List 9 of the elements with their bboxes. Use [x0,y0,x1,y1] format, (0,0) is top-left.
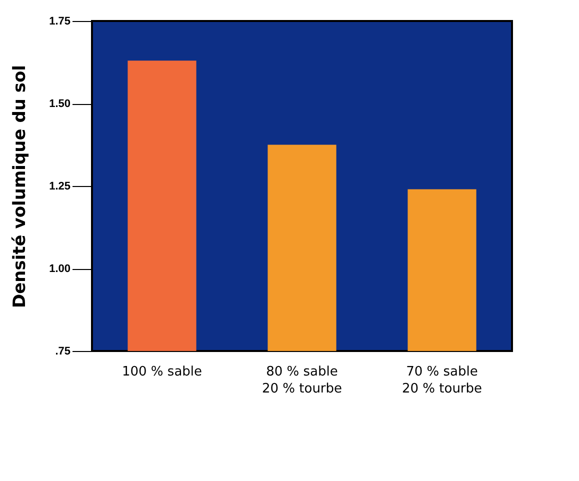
x-tick-label: 80 % sable 20 % tourbe [262,364,342,396]
x-tick-label: 100 % sable [122,364,202,380]
y-tick-label: 1.00 [49,263,70,275]
y-tick-label: 1.25 [49,180,70,192]
y-tick-label: 1.50 [49,98,70,110]
y-tick-label: .75 [55,346,70,358]
y-tick-label: 1.75 [49,16,70,28]
y-axis-title: Densité volumique du sol [10,64,30,308]
x-tick-label: 70 % sable 20 % tourbe [402,364,482,396]
